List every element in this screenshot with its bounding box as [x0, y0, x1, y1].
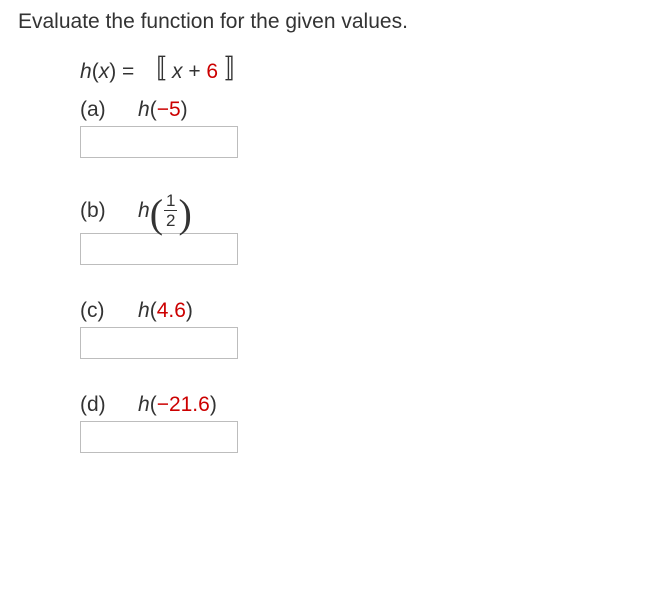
call-a: h(−5): [138, 98, 188, 122]
answer-input-a[interactable]: [80, 126, 238, 158]
part-b: (b) h(12): [80, 192, 638, 265]
part-a: (a) h(−5): [80, 98, 638, 158]
call-h: h: [138, 199, 150, 223]
arg-value: 21.6: [169, 393, 210, 416]
part-d: (d) h(−21.6): [80, 393, 638, 453]
call-c: h(4.6): [138, 299, 193, 323]
arg-value: 5: [169, 98, 181, 121]
plus-sign: +: [188, 60, 206, 83]
call-b: h(12): [138, 192, 192, 229]
part-label-c: (c): [80, 299, 114, 323]
answer-input-c[interactable]: [80, 327, 238, 359]
arg-sign: −: [157, 393, 169, 416]
eq-sign: =: [116, 60, 140, 83]
answer-input-d[interactable]: [80, 421, 238, 453]
part-label-b: (b): [80, 199, 114, 223]
arg-value: 4.6: [157, 299, 186, 322]
func-h: h: [80, 60, 92, 83]
part-label-a: (a): [80, 98, 114, 122]
call-h: h: [138, 393, 150, 416]
inner-x: x: [166, 60, 188, 83]
arg-sign: −: [157, 98, 169, 121]
part-c: (c) h(4.6): [80, 299, 638, 359]
right-double-bracket-icon: 〛: [218, 55, 251, 84]
frac-num: 1: [164, 192, 177, 210]
func-x: x: [99, 60, 110, 83]
answer-input-b[interactable]: [80, 233, 238, 265]
call-h: h: [138, 299, 150, 322]
call-d: h(−21.6): [138, 393, 217, 417]
part-label-d: (d): [80, 393, 114, 417]
function-definition: h(x) = 〚 x + 6 〛: [80, 49, 638, 86]
call-h: h: [138, 98, 150, 121]
question-prompt: Evaluate the function for the given valu…: [18, 8, 638, 35]
left-double-bracket-icon: 〚: [140, 55, 166, 84]
fraction-one-half: 12: [164, 192, 177, 229]
constant-6: 6: [206, 60, 218, 83]
frac-den: 2: [164, 210, 177, 229]
